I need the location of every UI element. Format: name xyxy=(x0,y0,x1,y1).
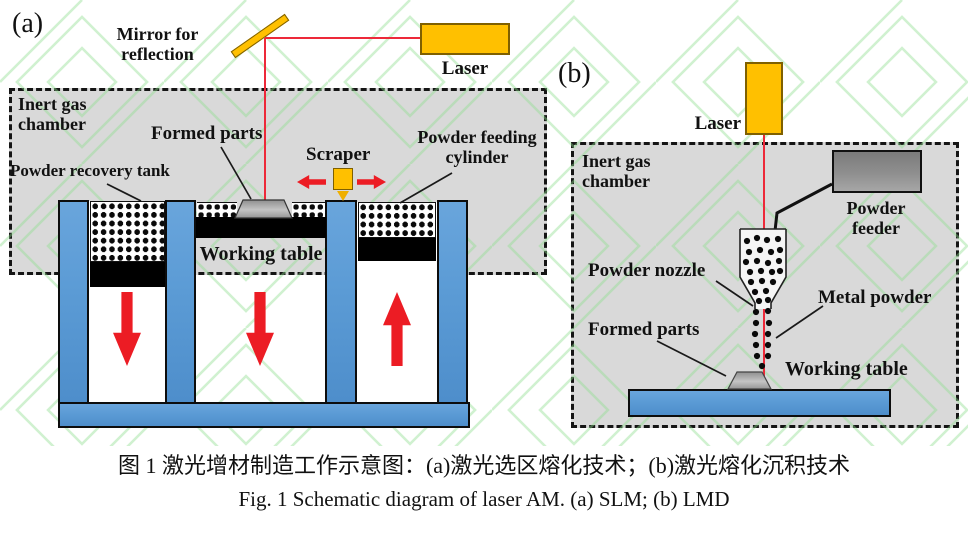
working-table-b xyxy=(628,389,891,417)
formed-parts-label-a: Formed parts xyxy=(151,123,263,144)
powder-recovery-tank-label: Powder recovery tank xyxy=(10,161,170,180)
panel-a-tag: (a) xyxy=(12,8,44,39)
cylinder-wall-1 xyxy=(58,200,89,404)
cylinder-wall-4 xyxy=(437,200,468,404)
caption-english: Fig. 1 Schematic diagram of laser AM. (a… xyxy=(238,487,730,511)
laser-box-a xyxy=(420,23,510,55)
laser-label-b: Laser xyxy=(694,113,741,134)
laser-label-a: Laser xyxy=(441,58,489,79)
formed-parts-label-b: Formed parts xyxy=(588,319,700,340)
working-table-platform xyxy=(196,217,326,238)
inert-gas-chamber-label-a: Inert gas chamber xyxy=(18,94,87,134)
metal-powder-label: Metal powder xyxy=(818,287,932,308)
caption-chinese: 图 1 激光增材制造工作示意图：(a)激光选区熔化技术；(b)激光熔化沉积技术 xyxy=(117,453,851,478)
feeding-cylinder-piston xyxy=(358,238,436,261)
laser-box-b xyxy=(745,62,783,135)
scraper-label: Scraper xyxy=(306,144,371,165)
powder-feeder-label: Powder feeder xyxy=(846,198,906,238)
build-powder-left xyxy=(197,202,237,217)
feeding-cylinder-powder xyxy=(358,202,436,238)
powder-feeder-box xyxy=(832,150,922,193)
mirror-icon xyxy=(230,13,290,59)
scraper-icon xyxy=(333,168,353,190)
build-powder-right xyxy=(292,202,325,217)
inert-gas-chamber-label-b: Inert gas chamber xyxy=(582,151,651,191)
machine-base xyxy=(58,402,470,428)
cylinder-wall-2 xyxy=(165,200,196,404)
recovery-tank-piston xyxy=(90,262,165,287)
piston-down-arrow-2 xyxy=(246,292,274,366)
working-table-label-a: Working table xyxy=(199,243,323,265)
working-table-label-b: Working table xyxy=(785,358,908,380)
powder-feeding-cylinder-label: Powder feeding cylinder xyxy=(417,127,537,167)
powder-nozzle-label: Powder nozzle xyxy=(588,260,706,281)
mirror-label: Mirror for reflection xyxy=(116,24,199,64)
recovery-tank-powder xyxy=(90,201,165,262)
panel-b-tag: (b) xyxy=(558,58,591,89)
cylinder-wall-3 xyxy=(325,200,357,404)
